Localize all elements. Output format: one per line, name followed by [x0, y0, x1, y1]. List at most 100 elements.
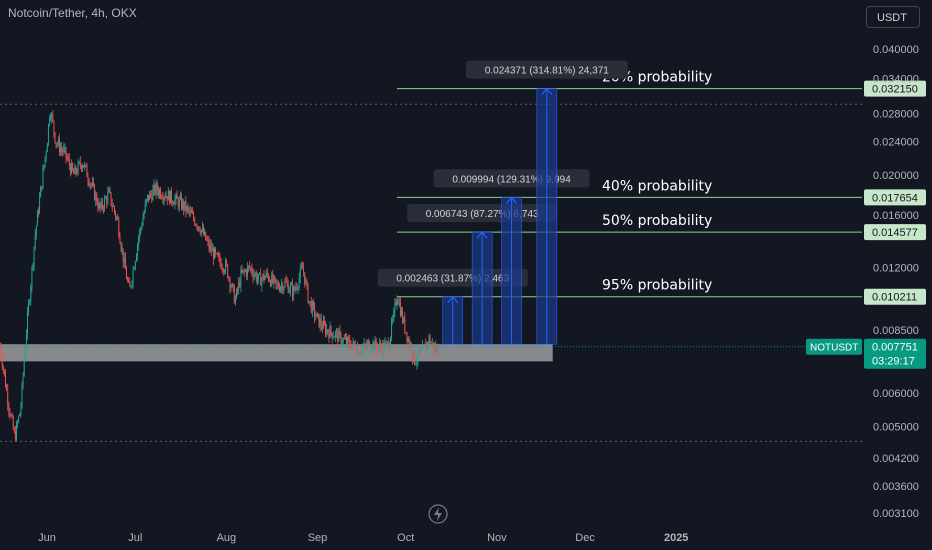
candle-body — [77, 162, 79, 174]
candle-body — [386, 342, 388, 343]
candle-body — [65, 147, 67, 158]
x-tick-label: Jul — [128, 532, 142, 544]
y-tick-label: 0.012000 — [873, 262, 919, 274]
y-tick-label: 0.004200 — [873, 453, 919, 465]
bolt-icon-glyph — [434, 507, 442, 521]
candle-body — [218, 256, 220, 257]
candle-body — [189, 210, 191, 213]
candle-body — [307, 284, 309, 303]
candle-body — [73, 170, 75, 175]
candle-body — [156, 183, 158, 191]
candle-body — [388, 345, 390, 352]
candle-body — [349, 339, 351, 346]
currency-button[interactable]: USDT — [866, 6, 920, 28]
candle-body — [112, 206, 114, 208]
candle-body — [320, 319, 322, 327]
candle-body — [44, 156, 46, 166]
candle-body — [437, 346, 439, 354]
candle-body — [46, 143, 48, 152]
candle-body — [291, 284, 292, 286]
candle-body — [101, 201, 103, 208]
candle-body — [412, 355, 413, 360]
projection-arrowhead — [476, 231, 488, 239]
candle-body — [364, 343, 366, 346]
candle-body — [138, 238, 140, 245]
level-price-label: 0.010211 — [872, 292, 917, 304]
candle-body — [436, 346, 438, 352]
candle-body — [200, 229, 202, 234]
y-tick-label: 0.003600 — [873, 481, 919, 493]
candle-body — [105, 198, 107, 199]
x-tick-label: Dec — [575, 532, 595, 544]
candle-body — [124, 257, 126, 270]
candle-body — [31, 267, 33, 287]
candle-body — [22, 375, 24, 384]
candle-body — [161, 197, 163, 199]
price-axis[interactable]: 0.040000 0.034000 0.028000 0.024000 0.020000… — [873, 44, 919, 520]
candle-body — [292, 284, 294, 296]
candle-body — [85, 164, 87, 166]
candle-body — [249, 265, 251, 268]
candle-body — [432, 342, 434, 351]
candle-body — [204, 231, 206, 235]
candle-body — [405, 331, 407, 333]
candle-body — [418, 349, 420, 353]
candle-body — [34, 234, 36, 247]
candle-body — [302, 267, 303, 269]
candle-body — [98, 202, 100, 209]
candle-series — [0, 110, 439, 442]
candle-body — [425, 344, 427, 350]
candle-body — [343, 338, 345, 340]
level-price-label: 0.014577 — [872, 227, 918, 239]
candle-body — [328, 332, 330, 339]
candle-body — [154, 184, 156, 194]
candle-body — [407, 338, 409, 342]
candle-body — [133, 268, 135, 270]
candle-body — [95, 194, 97, 200]
candle-body — [252, 273, 254, 278]
candle-body — [82, 165, 83, 169]
candle-body — [60, 147, 61, 152]
candle-body — [32, 264, 34, 268]
time-axis[interactable]: Jun Jul Aug Sep Oct Nov Dec 2025 — [38, 532, 688, 544]
candle-body — [127, 278, 129, 281]
x-tick-label: Aug — [217, 532, 237, 544]
candle-body — [117, 216, 119, 220]
candle-body — [6, 386, 8, 390]
candle-body — [348, 337, 350, 340]
candle-body — [267, 274, 269, 280]
candle-body — [181, 196, 182, 209]
candle-body — [192, 213, 193, 214]
candle-body — [369, 341, 371, 350]
candle-body — [363, 343, 365, 348]
candle-body — [35, 225, 37, 235]
candle-body — [209, 244, 211, 249]
candle-body — [28, 303, 30, 313]
candle-body — [49, 118, 50, 125]
candle-body — [108, 189, 110, 193]
projection-arrowhead — [541, 87, 553, 96]
candle-body — [74, 166, 76, 175]
y-tick-label: 0.016000 — [873, 210, 919, 222]
x-tick-label: 2025 — [664, 532, 688, 544]
candle-body — [381, 347, 383, 354]
level-price-tag — [864, 288, 926, 305]
candle-body — [275, 279, 277, 284]
candle-body — [132, 269, 134, 283]
candle-body — [20, 405, 22, 414]
candle-body — [245, 270, 247, 276]
candle-body — [19, 413, 21, 417]
candle-body — [254, 273, 256, 275]
candle-body — [157, 190, 159, 195]
candle-body — [350, 345, 352, 350]
candle-body — [397, 299, 399, 305]
candle-body — [111, 204, 113, 207]
candle-body — [0, 345, 2, 357]
candle-body — [297, 287, 299, 289]
candle-body — [308, 301, 310, 303]
candle-body — [80, 165, 82, 169]
candle-body — [321, 326, 323, 329]
candle-body — [203, 227, 204, 235]
candle-body — [299, 268, 301, 278]
